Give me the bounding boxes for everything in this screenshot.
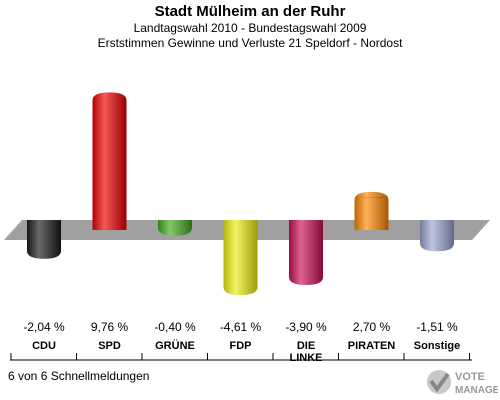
value-label: -3,90 % <box>285 320 327 334</box>
bar-grüne <box>158 220 192 236</box>
category-label: DIE LINKE <box>290 340 323 364</box>
value-label: -1,51 % <box>416 320 458 334</box>
checkmark-icon <box>427 370 451 394</box>
category-label: Sonstige <box>414 340 460 352</box>
footer-note: 6 von 6 Schnellmeldungen <box>8 369 150 383</box>
value-label: -4,61 % <box>220 320 262 334</box>
chart-subtitle-district: Erststimmen Gewinne und Verluste 21 Spel… <box>97 36 403 50</box>
category-label: SPD <box>98 340 121 352</box>
category-label: FDP <box>230 340 252 352</box>
chart-header: Stadt Mülheim an der Ruhr Landtagswahl 2… <box>0 0 500 51</box>
bar-cdu <box>27 220 61 259</box>
value-label: 9,76 % <box>91 320 129 334</box>
category-label: CDU <box>32 340 56 352</box>
bar-fdp <box>223 220 258 296</box>
logo-text-vote: VOTE <box>455 371 485 383</box>
bar-piraten <box>354 191 389 230</box>
chart-subtitle-election: Landtagswahl 2010 - Bundestagswahl 2009 <box>133 21 367 35</box>
value-label: -2,04 % <box>23 320 65 334</box>
chart-title: Stadt Mülheim an der Ruhr <box>154 3 346 20</box>
bar-sonstige <box>420 220 454 252</box>
logo-text-manager: MANAGER <box>455 385 498 396</box>
bar-die-linke <box>289 220 323 285</box>
value-label: 2,70 % <box>353 320 391 334</box>
value-label: -0,40 % <box>154 320 196 334</box>
category-label: PIRATEN <box>348 340 396 352</box>
bar-spd <box>92 92 127 230</box>
vote-manager-logo: VOTE MANAGER <box>427 370 498 396</box>
category-label: GRÜNE <box>155 339 195 352</box>
